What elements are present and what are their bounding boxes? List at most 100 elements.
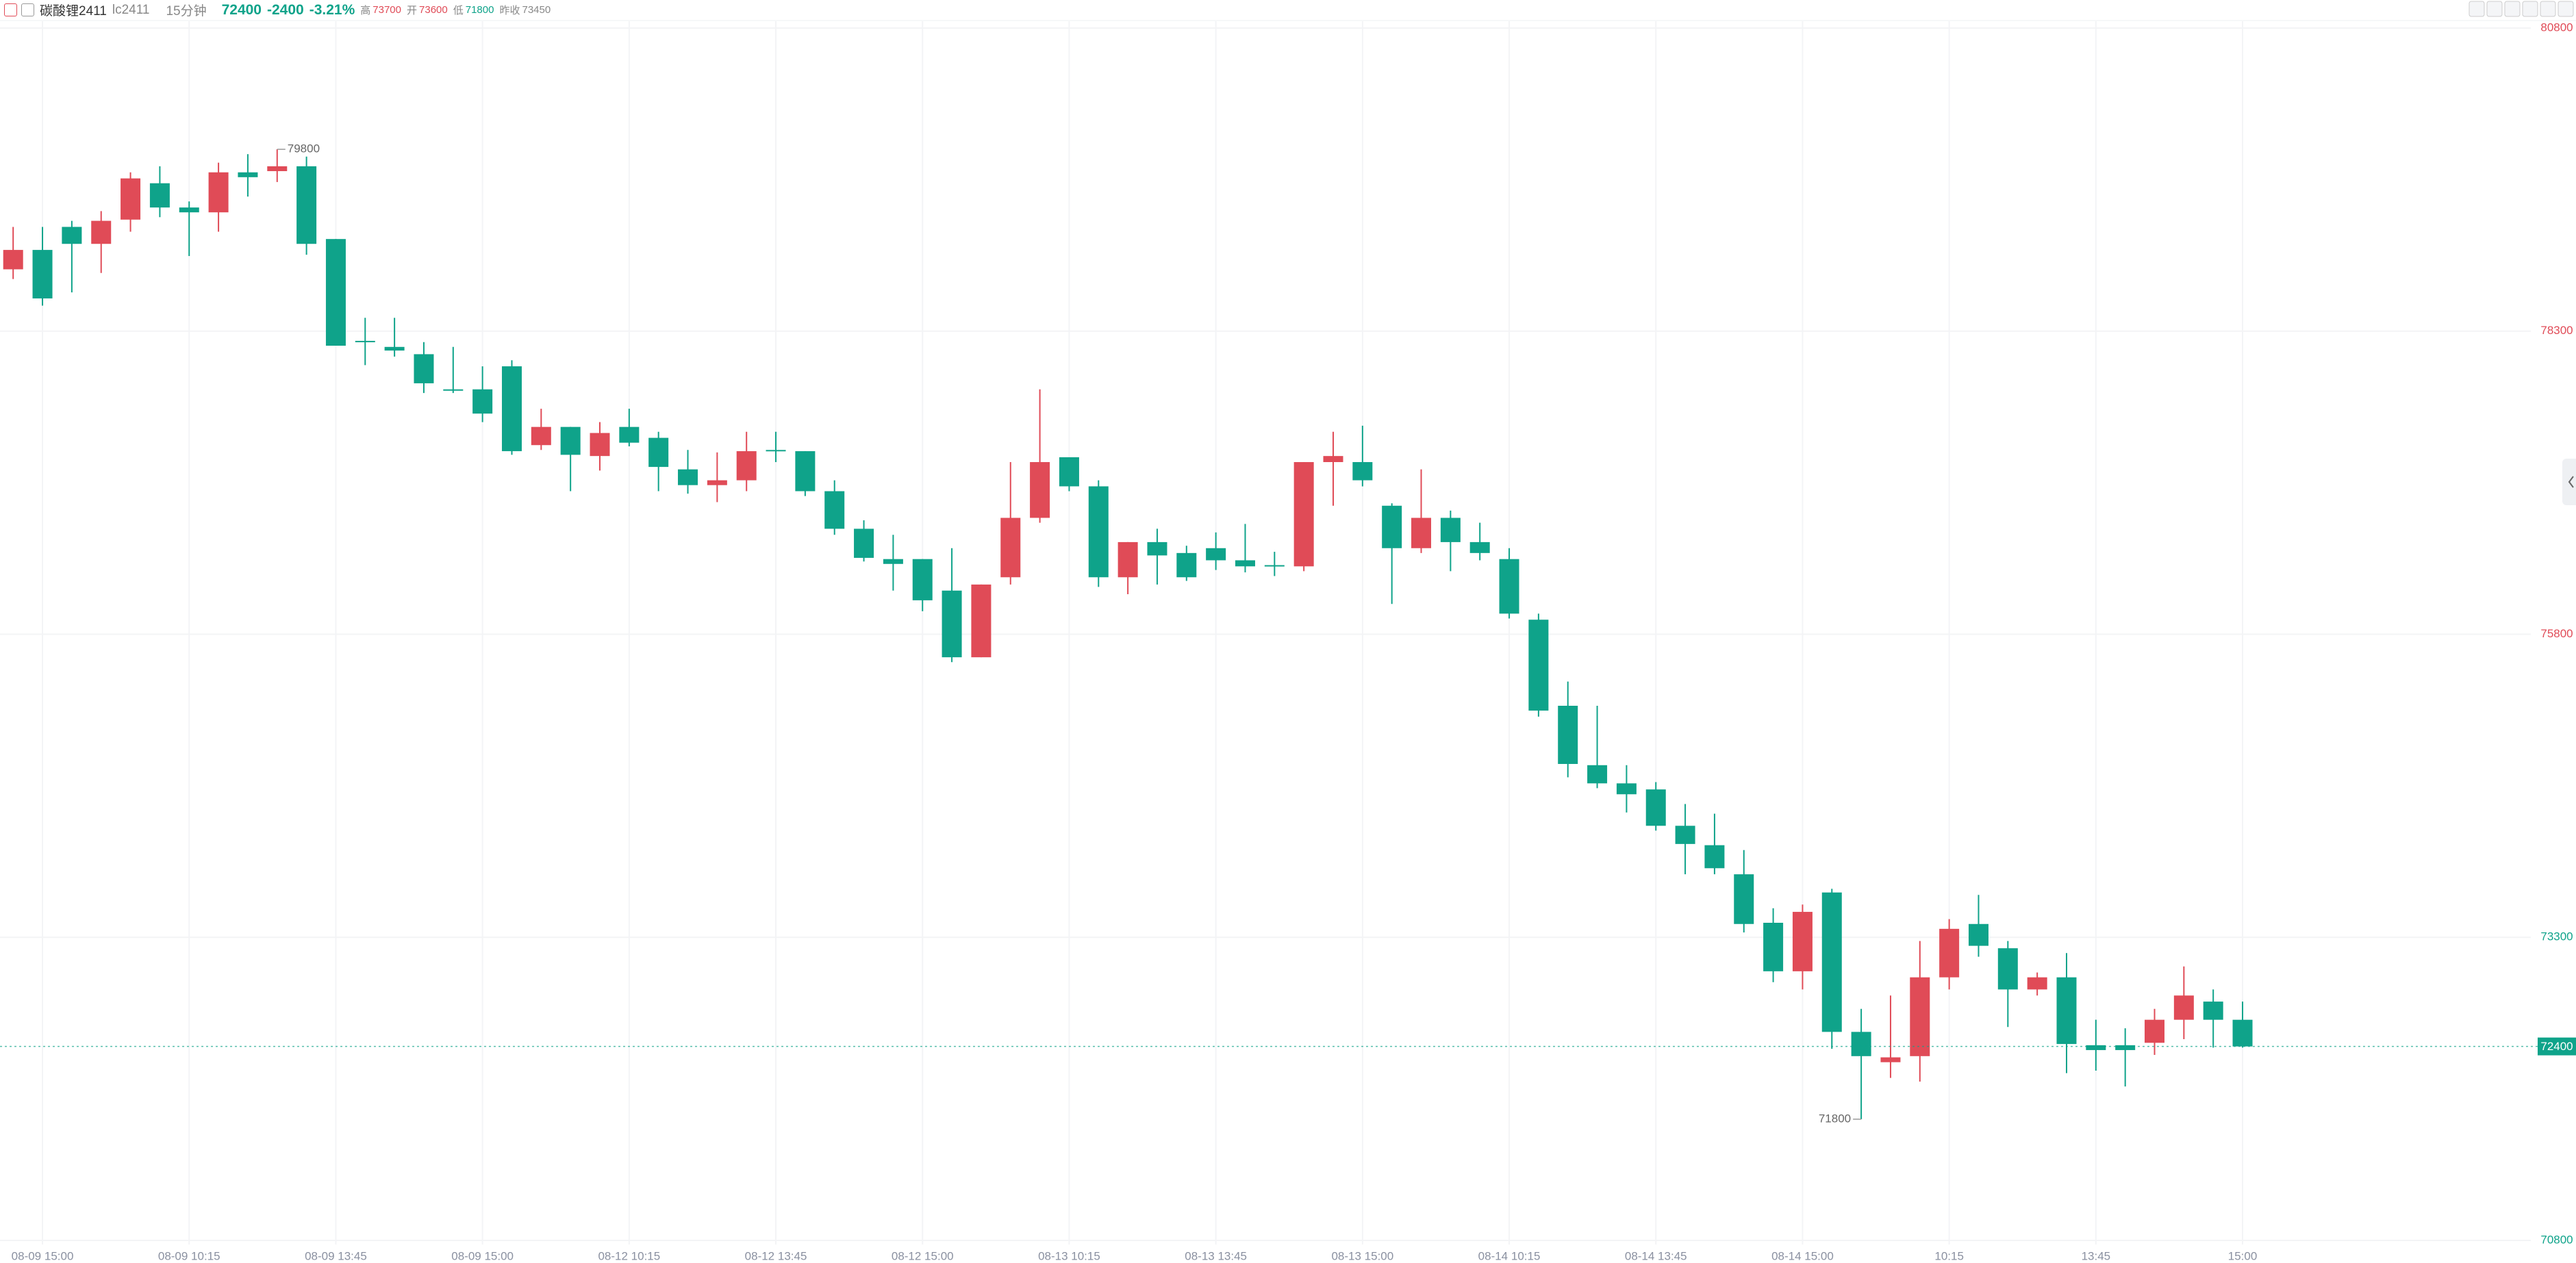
tool-button[interactable] bbox=[2486, 1, 2503, 17]
prev-close: 73450 bbox=[522, 4, 551, 16]
candle-body bbox=[1059, 457, 1079, 487]
candle-body bbox=[2056, 977, 2077, 1045]
x-tick-label: 08-14 13:45 bbox=[1625, 1249, 1687, 1262]
candle-body bbox=[1382, 505, 1402, 548]
y-tick-label: 70800 bbox=[2540, 1233, 2573, 1246]
symbol-name: 碳酸锂2411 bbox=[40, 4, 107, 18]
x-tick-label: 08-12 10:15 bbox=[598, 1249, 660, 1262]
candle-body bbox=[32, 250, 53, 298]
candle-body bbox=[1821, 892, 1842, 1032]
candle-body bbox=[1528, 620, 1549, 711]
candle-body bbox=[648, 437, 669, 468]
candle-body bbox=[1499, 559, 1519, 614]
candle-body bbox=[2086, 1045, 2106, 1050]
candle-body bbox=[1206, 548, 1226, 561]
x-tick-label: 08-12 13:45 bbox=[745, 1249, 807, 1262]
x-tick-label: 08-13 15:00 bbox=[1331, 1249, 1393, 1262]
candle-body bbox=[1440, 518, 1461, 542]
symbol-code[interactable]: lc2411 bbox=[112, 2, 150, 17]
candle-body bbox=[1147, 541, 1167, 556]
x-tick-label: 08-09 10:15 bbox=[158, 1249, 220, 1262]
last-price: 72400 bbox=[221, 1, 262, 18]
candle-body bbox=[736, 451, 757, 481]
candle-body bbox=[1117, 541, 1138, 578]
candle-body bbox=[2203, 1002, 2223, 1020]
low-label: 低 bbox=[453, 5, 464, 16]
x-tick-label: 08-13 13:45 bbox=[1185, 1249, 1247, 1262]
candle-body bbox=[1968, 923, 1988, 946]
candle-body bbox=[1763, 922, 1784, 971]
x-tick-label: 08-09 13:45 bbox=[305, 1249, 367, 1262]
candle-body bbox=[149, 183, 170, 208]
x-tick-label: 08-14 15:00 bbox=[1771, 1249, 1834, 1262]
candle-body bbox=[325, 239, 346, 346]
candle-body bbox=[1880, 1057, 1901, 1062]
candle-body bbox=[942, 590, 962, 658]
candle-body bbox=[1734, 874, 1754, 924]
high: 73700 bbox=[372, 4, 401, 16]
y-tick-label: 73300 bbox=[2540, 930, 2573, 943]
candle-body bbox=[2027, 977, 2047, 990]
tool-button[interactable] bbox=[2468, 1, 2485, 17]
side-tab-arrow bbox=[2568, 476, 2574, 488]
candle-body bbox=[2232, 1019, 2253, 1047]
candle-body bbox=[590, 433, 610, 457]
candle-body bbox=[1997, 948, 2018, 990]
candle-body bbox=[2115, 1045, 2136, 1050]
candle-body bbox=[1264, 565, 1285, 567]
candle-body bbox=[912, 559, 933, 600]
interval[interactable]: 15分钟 bbox=[166, 4, 207, 18]
candle-body bbox=[1587, 765, 1608, 784]
prev-close-label: 昨收 bbox=[499, 5, 520, 16]
x-tick-label: 08-09 15:00 bbox=[12, 1249, 74, 1262]
last-price-tag-label: 72400 bbox=[2540, 1040, 2573, 1053]
tool-button[interactable] bbox=[2540, 1, 2556, 17]
candle-body bbox=[795, 451, 816, 492]
header: 碳酸锂2411 lc2411 15分钟 72400 -2400 -3.21% 高… bbox=[0, 0, 556, 20]
candle-body bbox=[678, 469, 698, 485]
icon bbox=[4, 3, 17, 16]
candle-body bbox=[1176, 552, 1197, 578]
candle-body bbox=[1792, 912, 1813, 971]
candle-body bbox=[971, 584, 992, 658]
candle-body bbox=[1352, 462, 1373, 481]
candle-body bbox=[883, 559, 903, 564]
candle-body bbox=[1704, 845, 1725, 869]
y-tick-label: 80800 bbox=[2540, 21, 2573, 34]
candle-body bbox=[1293, 462, 1314, 567]
candle-body bbox=[179, 207, 199, 213]
candle-body bbox=[707, 480, 727, 485]
candle-body bbox=[296, 166, 317, 244]
candle-body bbox=[1411, 518, 1432, 548]
candle-body bbox=[384, 346, 405, 351]
candle-body bbox=[619, 426, 640, 443]
last-price-tag bbox=[2538, 1037, 2576, 1056]
candle-body bbox=[208, 172, 229, 213]
max-label: 79800 bbox=[288, 142, 320, 155]
low: 71800 bbox=[465, 4, 494, 16]
toolbar[interactable] bbox=[2468, 1, 2574, 17]
candle-body bbox=[766, 450, 786, 452]
tool-button[interactable] bbox=[2558, 1, 2574, 17]
candle-body bbox=[1645, 789, 1666, 826]
candle-body bbox=[355, 340, 375, 342]
candle-body bbox=[2145, 1019, 2165, 1043]
candle-body bbox=[1000, 518, 1021, 578]
tool-button[interactable] bbox=[2522, 1, 2538, 17]
tool-button[interactable] bbox=[2504, 1, 2521, 17]
min-label: 71800 bbox=[1819, 1112, 1851, 1125]
x-tick-label: 08-12 15:00 bbox=[892, 1249, 954, 1262]
candle-body bbox=[1616, 783, 1637, 795]
x-tick-label: 13:45 bbox=[2082, 1249, 2111, 1262]
candle-body bbox=[560, 426, 581, 455]
candle-body bbox=[1675, 826, 1695, 844]
candle-body bbox=[1323, 456, 1343, 463]
y-tick-label: 78300 bbox=[2540, 324, 2573, 337]
x-tick-label: 08-14 10:15 bbox=[1478, 1249, 1541, 1262]
open-label: 开 bbox=[407, 5, 418, 16]
candle-body bbox=[1910, 977, 1930, 1056]
candle-body bbox=[2173, 995, 2194, 1020]
candle-body bbox=[1235, 560, 1255, 567]
